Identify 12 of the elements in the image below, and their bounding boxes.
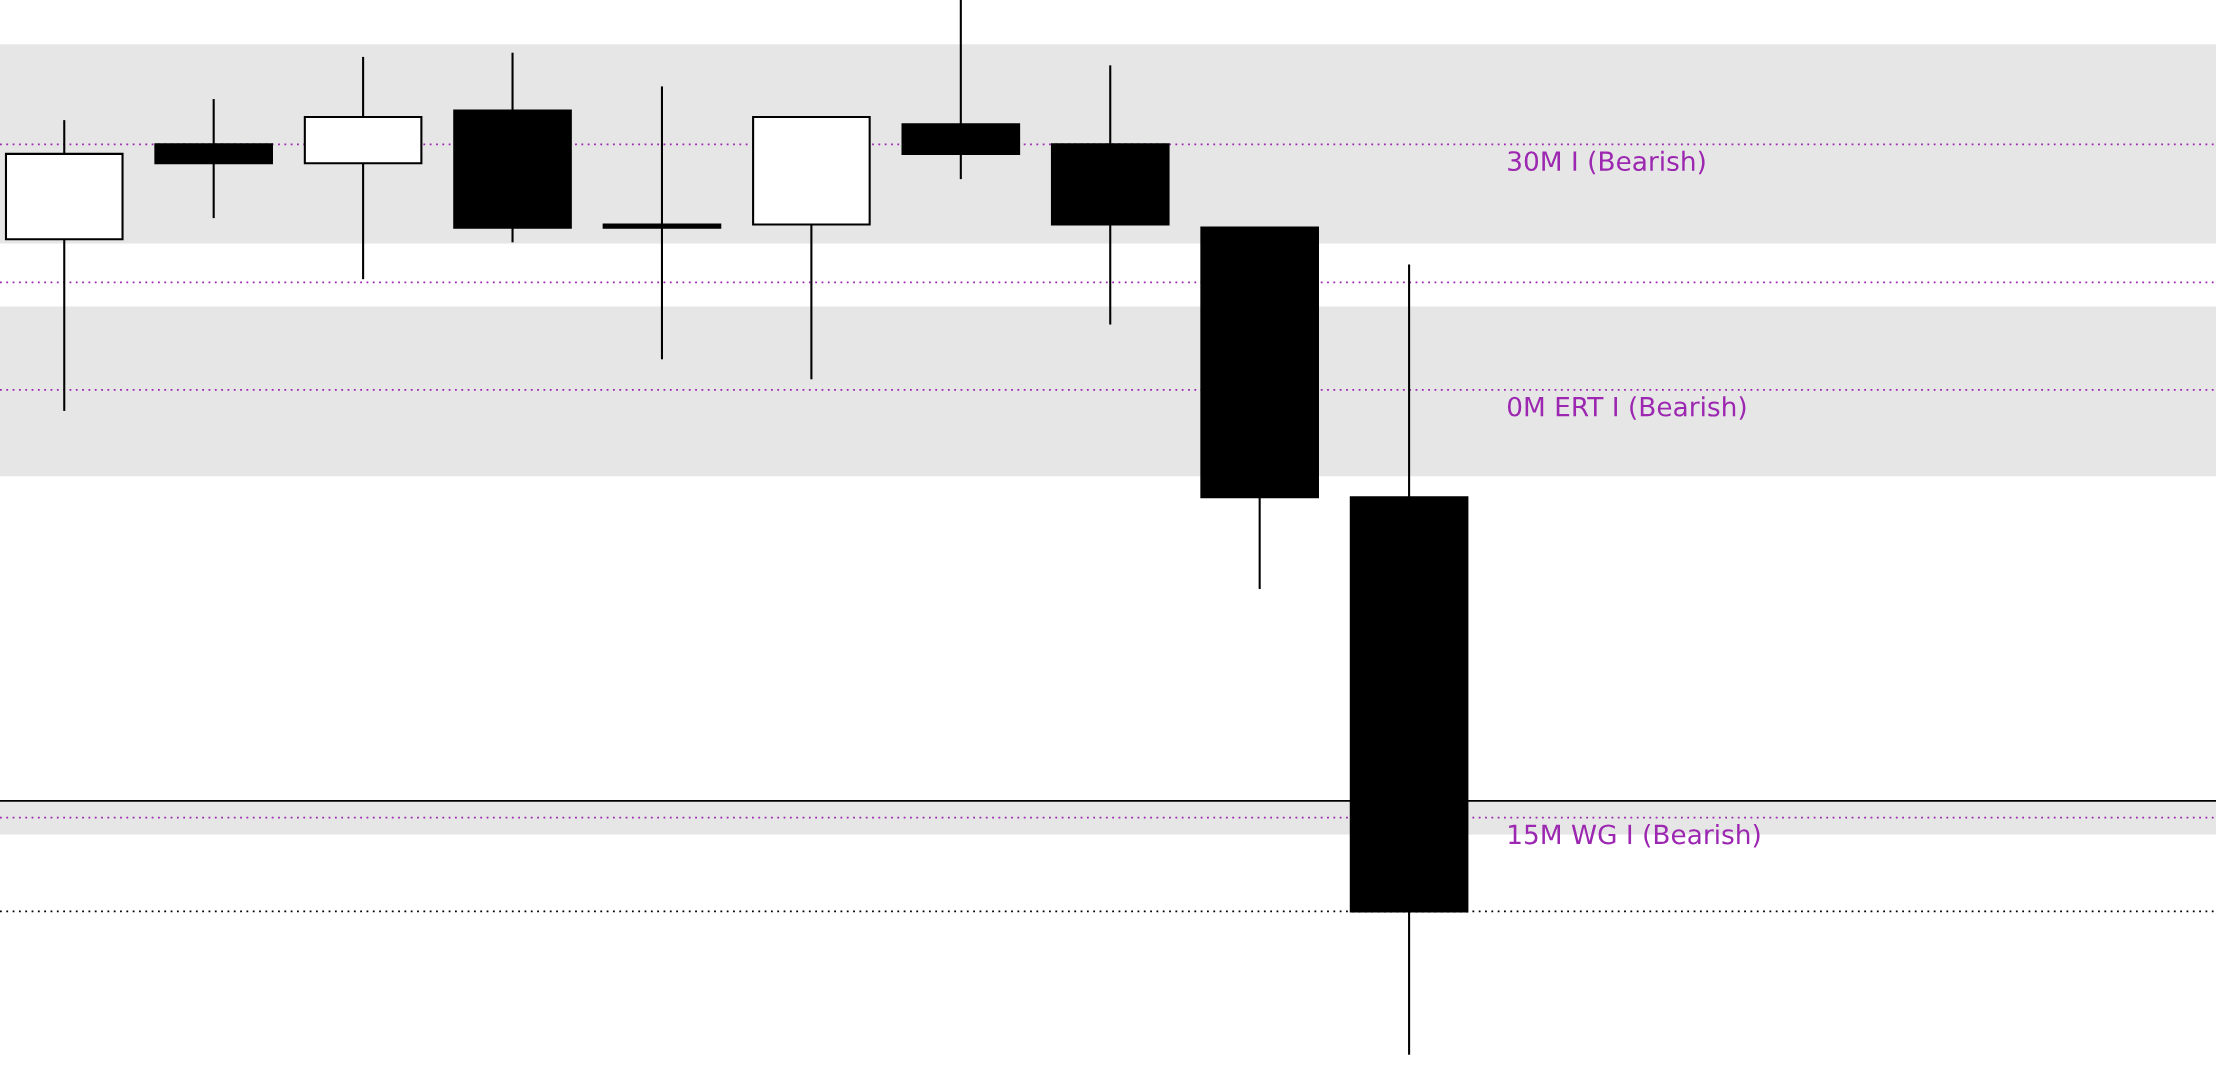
candlestick (303, 56, 423, 280)
candlestick (1050, 65, 1170, 325)
ref-line-label: 30M I (Bearish) (1508, 150, 1705, 175)
candlestick (154, 99, 273, 219)
candlestick (453, 52, 572, 243)
candlestick (752, 115, 871, 380)
candlestick (602, 86, 722, 360)
candlestick (4, 120, 124, 411)
ref-line-label: 15M WG I (Bearish) (1509, 823, 1760, 848)
ref-line-label: 0M ERT I (Bearish) (1507, 396, 1746, 420)
candlestick (901, 0, 1021, 180)
candlestick (1200, 226, 1319, 589)
